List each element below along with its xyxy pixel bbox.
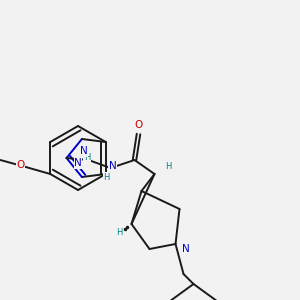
- Text: O: O: [134, 120, 142, 130]
- Text: N: N: [182, 244, 189, 254]
- Text: H: H: [165, 161, 172, 170]
- Text: H: H: [103, 172, 110, 182]
- Text: O: O: [16, 160, 24, 170]
- Text: H: H: [116, 227, 123, 236]
- Text: N: N: [109, 161, 116, 171]
- Text: H: H: [84, 152, 90, 161]
- Text: N: N: [80, 146, 88, 156]
- Text: N: N: [74, 158, 82, 168]
